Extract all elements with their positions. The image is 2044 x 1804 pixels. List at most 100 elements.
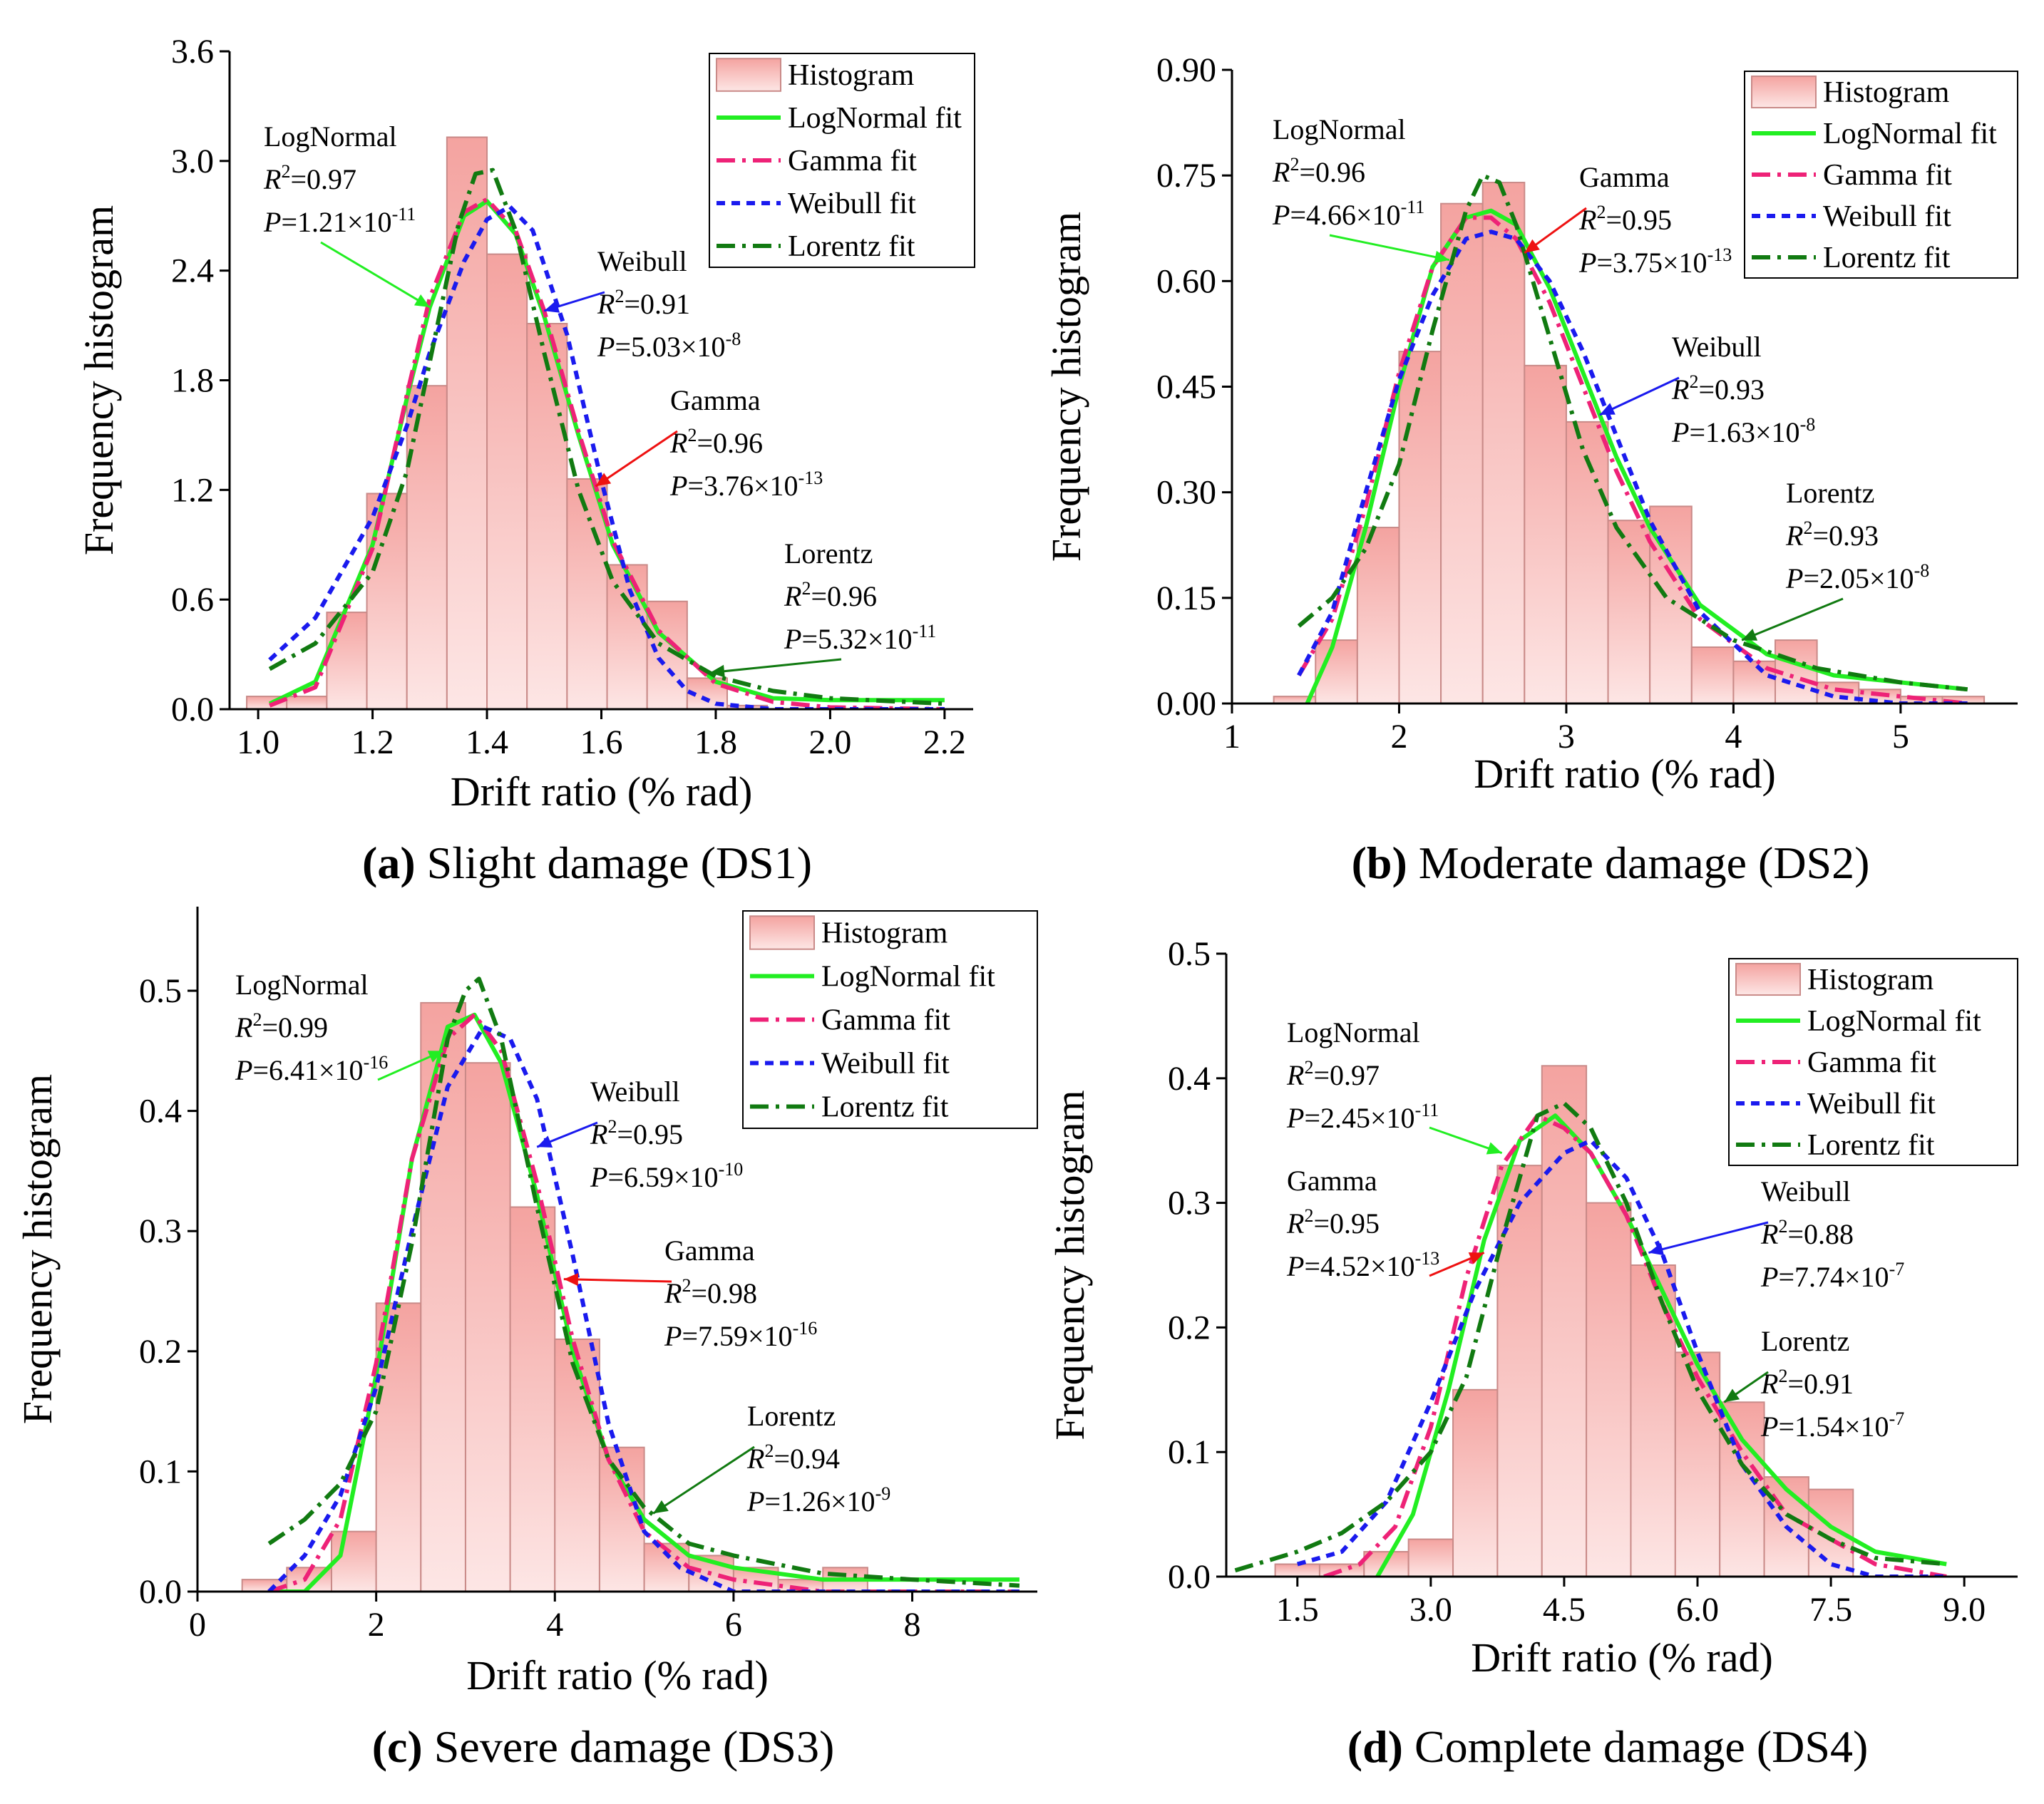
annotation-arrow bbox=[1648, 1221, 1769, 1254]
x-axis-title: Drift ratio (% rad) bbox=[466, 1652, 769, 1699]
y-tick-label: 0.3 bbox=[1168, 1185, 1211, 1222]
annotation-label: Weibull bbox=[590, 1076, 680, 1108]
y-tick-label: 0.4 bbox=[1168, 1060, 1211, 1098]
panel-caption: (d) Complete damage (DS4) bbox=[1347, 1721, 1869, 1772]
legend-label: Histogram bbox=[821, 917, 948, 950]
y-tick-label: 0.0 bbox=[1168, 1558, 1211, 1596]
legend-label: LogNormal fit bbox=[821, 961, 995, 994]
annotation-r2: R2=0.99 bbox=[235, 1009, 328, 1043]
x-tick-label: 1.4 bbox=[466, 723, 508, 761]
x-tick-label: 2 bbox=[1390, 718, 1407, 756]
x-tick-label: 2 bbox=[368, 1606, 385, 1644]
annotation-arrow bbox=[320, 241, 431, 309]
histogram-bar bbox=[1452, 1388, 1499, 1577]
histogram-bar bbox=[1496, 1165, 1543, 1577]
annotation-p-value: P=2.05×10-8 bbox=[1785, 560, 1929, 594]
annotation-r2: R2=0.96 bbox=[784, 578, 877, 612]
x-tick-label: 6 bbox=[725, 1606, 742, 1644]
annotation-r2: R2=0.93 bbox=[1785, 517, 1879, 552]
annotation-arrow bbox=[709, 658, 842, 674]
histogram-bar bbox=[1690, 646, 1735, 703]
fit-annotation: Gamma R2=0.96 P=3.76×10-13 bbox=[595, 384, 823, 502]
gamma-fit-line bbox=[1297, 215, 1968, 703]
histogram-bar bbox=[1586, 1202, 1632, 1577]
y-tick-label: 3.6 bbox=[171, 33, 214, 71]
annotation-p-value: P=6.59×10-10 bbox=[590, 1159, 743, 1193]
fit-annotation: Lorentz R2=0.91 P=1.54×10-7 bbox=[1723, 1325, 1904, 1443]
annotation-p-value: P=7.74×10-7 bbox=[1760, 1259, 1904, 1293]
annotation-arrowhead bbox=[709, 664, 725, 678]
annotation-r2: R2=0.95 bbox=[1286, 1205, 1380, 1239]
legend-label: Histogram bbox=[1807, 964, 1934, 996]
x-tick-label: 8 bbox=[904, 1606, 921, 1644]
fit-annotation: LogNormal R2=0.97 P=2.45×10-11 bbox=[1286, 1016, 1503, 1155]
fit-annotation: Gamma R2=0.95 P=4.52×10-13 bbox=[1286, 1165, 1485, 1282]
fit-annotation: Lorentz R2=0.94 P=1.26×10-9 bbox=[652, 1400, 890, 1517]
x-tick-label: 6.0 bbox=[1676, 1591, 1719, 1629]
annotation-label: Gamma bbox=[670, 384, 761, 416]
y-tick-label: 0.90 bbox=[1156, 51, 1216, 89]
legend-label: Gamma fit bbox=[1807, 1046, 1936, 1079]
annotation-r2: R2=0.97 bbox=[1286, 1057, 1380, 1091]
fit-annotation: Weibull R2=0.95 P=6.59×10-10 bbox=[536, 1076, 743, 1193]
legend-label: Gamma fit bbox=[1823, 159, 1952, 192]
x-tick-label: 2.0 bbox=[808, 723, 851, 761]
fit-annotation: Gamma R2=0.95 P=3.75×10-13 bbox=[1524, 161, 1732, 279]
annotation-label: Gamma bbox=[1579, 161, 1670, 193]
annotation-r2: R2=0.88 bbox=[1760, 1216, 1854, 1250]
histogram-bar bbox=[1274, 1563, 1320, 1577]
annotation-arrowhead bbox=[595, 473, 612, 487]
histogram-bar bbox=[1565, 421, 1609, 703]
histogram-bar bbox=[566, 478, 608, 709]
y-tick-label: 0.3 bbox=[139, 1212, 182, 1250]
x-tick-label: 1.6 bbox=[580, 723, 623, 761]
annotation-arrow bbox=[652, 1445, 755, 1515]
annotation-p-value: P=2.45×10-11 bbox=[1286, 1100, 1439, 1134]
legend-label: Weibull fit bbox=[821, 1048, 950, 1081]
annotation-arrowhead bbox=[1486, 1142, 1502, 1155]
annotation-label: Weibull bbox=[1672, 331, 1762, 363]
histogram-bar bbox=[286, 696, 328, 709]
annotation-arrowhead bbox=[563, 1273, 579, 1287]
y-tick-label: 1.8 bbox=[171, 362, 214, 400]
legend-label: Histogram bbox=[1823, 76, 1950, 109]
annotation-arrowhead bbox=[544, 300, 560, 313]
histogram-bar bbox=[1858, 689, 1901, 703]
x-tick-label: 5 bbox=[1892, 718, 1909, 756]
legend-label: Lorentz fit bbox=[821, 1091, 949, 1124]
lognormal-fit-line bbox=[1305, 208, 1968, 703]
histogram-bar bbox=[1807, 1488, 1854, 1577]
histogram-bar bbox=[1607, 520, 1651, 703]
x-axis-title: Drift ratio (% rad) bbox=[451, 768, 753, 815]
y-tick-label: 0.4 bbox=[139, 1093, 182, 1130]
legend: Histogram LogNormal fit Gamma fit Weibull f… bbox=[709, 53, 975, 268]
y-tick-label: 0.0 bbox=[139, 1573, 182, 1611]
annotation-p-value: P=4.66×10-11 bbox=[1272, 197, 1424, 231]
y-tick-label: 0.5 bbox=[139, 972, 182, 1010]
y-axis-title: Frequency histogram bbox=[76, 205, 122, 555]
y-axis-title: Frequency histogram bbox=[1047, 1090, 1093, 1440]
weibull-fit-line bbox=[1297, 230, 1968, 703]
annotation-arrow bbox=[1599, 376, 1680, 416]
panel-caption-letter: (d) bbox=[1347, 1721, 1403, 1772]
annotation-arrow bbox=[563, 1278, 672, 1283]
annotation-label: Gamma bbox=[664, 1235, 755, 1267]
x-tick-label: 4 bbox=[546, 1606, 563, 1644]
legend: Histogram LogNormal fit Gamma fit Weibull f… bbox=[742, 910, 1038, 1129]
x-axis-title: Drift ratio (% rad) bbox=[1474, 751, 1776, 797]
fit-annotation: Lorentz R2=0.96 P=5.32×10-11 bbox=[709, 537, 936, 678]
histogram-bar bbox=[326, 612, 368, 709]
panel-caption: (b) Moderate damage (DS2) bbox=[1352, 837, 1870, 888]
legend-label: Weibull fit bbox=[788, 187, 916, 220]
legend-label: LogNormal fit bbox=[788, 102, 962, 135]
panel-caption-text: Severe damage (DS3) bbox=[423, 1721, 835, 1772]
y-axis-title: Frequency histogram bbox=[14, 1074, 61, 1424]
legend-swatch-histogram bbox=[1751, 75, 1817, 109]
annotation-arrowhead bbox=[653, 1500, 669, 1514]
histogram-bar bbox=[554, 1338, 600, 1592]
legend-label: Weibull fit bbox=[1823, 200, 1951, 233]
annotation-r2: R2=0.98 bbox=[664, 1275, 757, 1309]
panel-caption-letter: (b) bbox=[1352, 837, 1407, 888]
annotation-label: LogNormal bbox=[1273, 113, 1406, 145]
